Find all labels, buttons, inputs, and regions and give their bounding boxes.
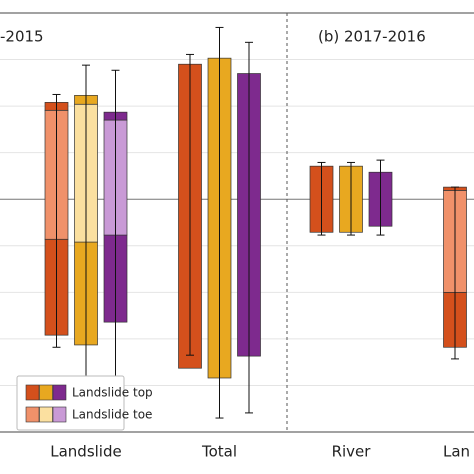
legend-swatch xyxy=(25,406,40,423)
legend-swatch xyxy=(52,406,67,423)
plot-frame xyxy=(0,12,474,433)
legend-label: Landslide top xyxy=(72,386,153,400)
legend-swatch xyxy=(39,384,53,401)
panel-title: -2015 xyxy=(0,28,44,46)
x-tick-label: Landslide xyxy=(50,443,121,461)
legend-swatch xyxy=(52,384,67,401)
panel-title: (b) 2017-2016 xyxy=(318,28,426,46)
legend-label: Landslide toe xyxy=(72,408,152,422)
x-tick-label: River xyxy=(332,443,372,461)
x-tick-label: Total xyxy=(201,443,237,461)
x-tick-label: Lan xyxy=(443,443,470,461)
legend-swatch xyxy=(39,406,53,423)
legend-swatch xyxy=(25,384,40,401)
